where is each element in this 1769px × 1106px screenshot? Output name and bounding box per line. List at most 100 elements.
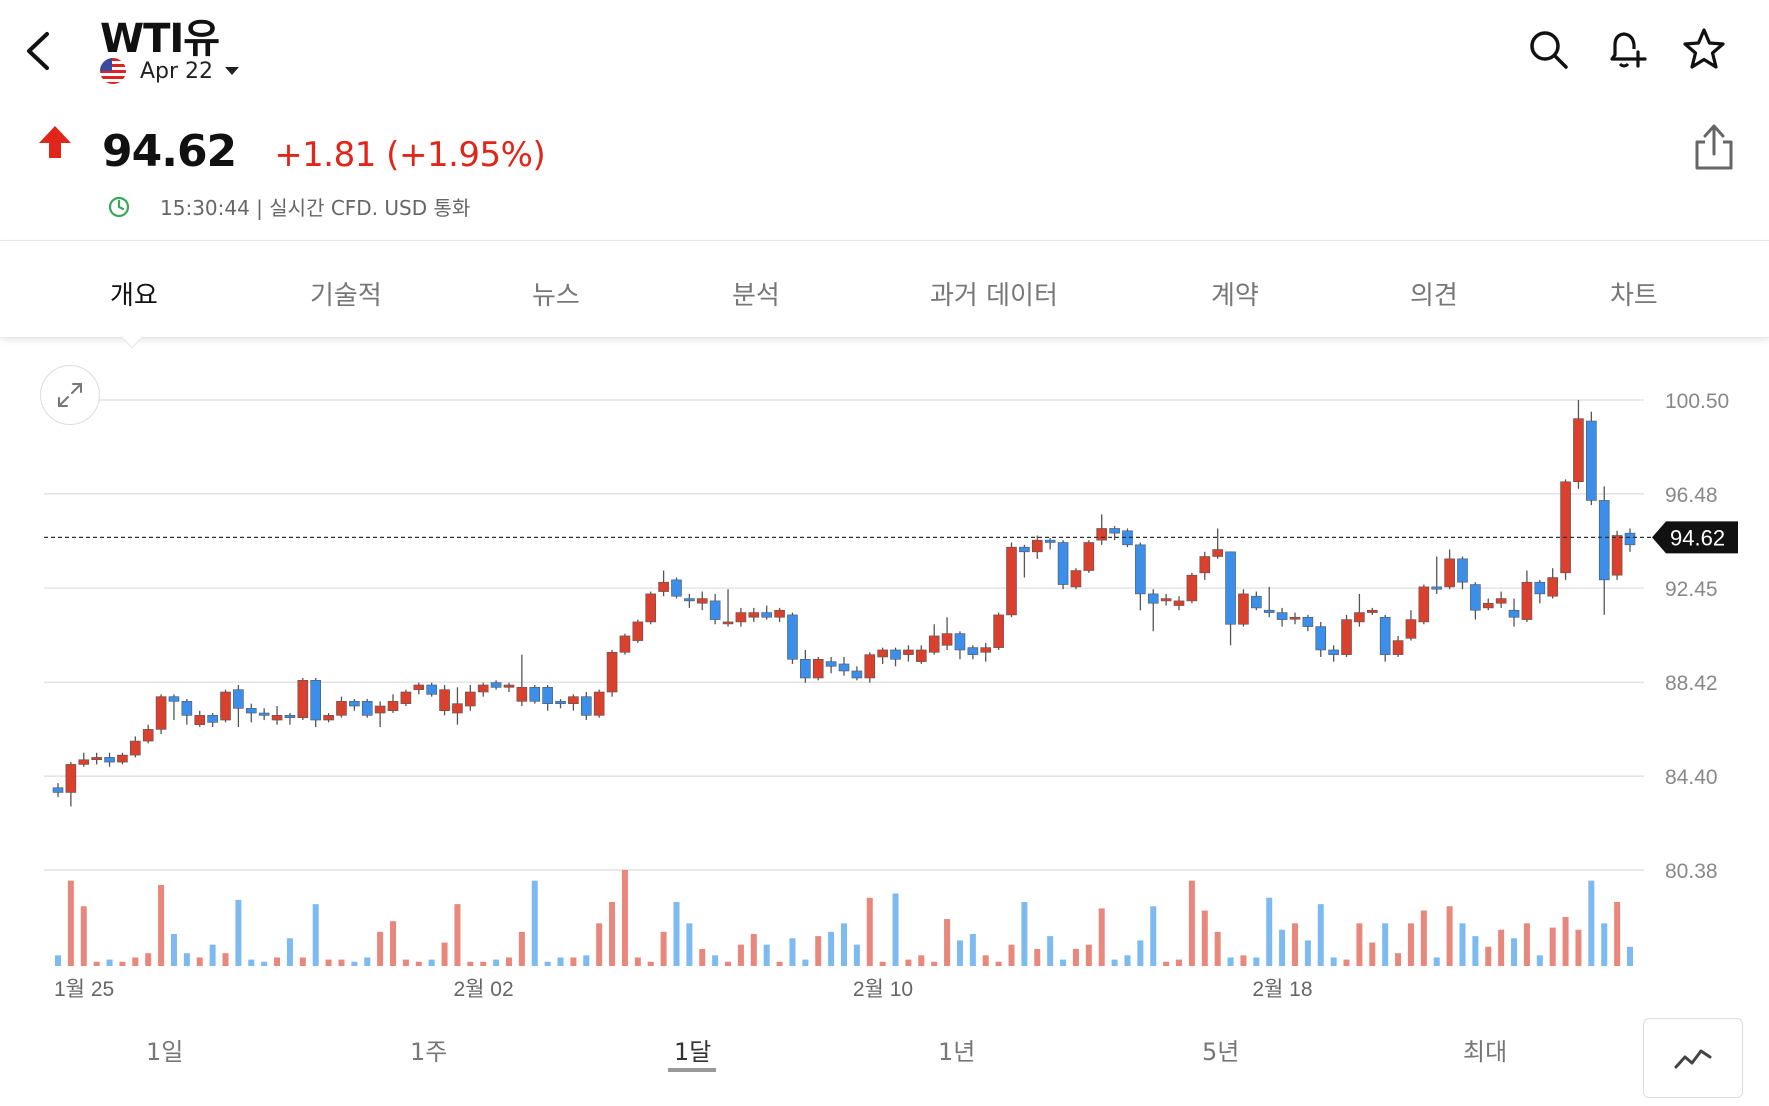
candle (477, 684, 489, 693)
volume-bar (402, 959, 409, 966)
volume-bar (596, 923, 603, 966)
volume-bar (1459, 923, 1466, 966)
candle (1276, 612, 1288, 620)
candle (1457, 558, 1468, 583)
candle (310, 680, 322, 721)
volume-bar (1317, 904, 1324, 966)
tab-chart[interactable]: 차트 (1610, 281, 1658, 311)
volume-bar (1227, 957, 1234, 966)
last-price: 94.62 (102, 126, 237, 177)
candle (349, 701, 360, 707)
candle (181, 701, 193, 716)
candle (400, 691, 412, 704)
candle (916, 649, 927, 662)
star-icon[interactable] (1681, 26, 1727, 72)
volume-bar (1511, 938, 1518, 966)
candle (78, 759, 90, 765)
tab-contracts[interactable]: 계약 (1211, 281, 1259, 311)
candle (1328, 649, 1339, 655)
candle (1405, 619, 1417, 639)
candle (735, 612, 747, 623)
candle (1135, 544, 1146, 595)
volume-bar (1614, 902, 1621, 966)
volume-bar (1188, 880, 1195, 966)
volume-bar (1369, 942, 1376, 966)
candle (1547, 577, 1558, 597)
candle (439, 689, 450, 711)
volume-bar (853, 944, 860, 966)
tab-technical[interactable]: 기술적 (310, 281, 382, 311)
candle (1251, 595, 1262, 609)
volume-bar (325, 959, 332, 966)
volume-bar (1047, 936, 1054, 966)
candle (555, 701, 566, 704)
range-5y[interactable]: 5년 (1202, 1038, 1240, 1066)
candle (671, 579, 682, 597)
volume-bar (299, 957, 306, 966)
volume-bar (158, 884, 165, 966)
search-icon[interactable] (1525, 26, 1571, 72)
volume-bar (776, 961, 783, 966)
expand-icon[interactable] (40, 365, 100, 425)
candle (980, 647, 992, 653)
range-1y[interactable]: 1년 (938, 1038, 976, 1066)
volume-bar (866, 897, 873, 966)
candle (1392, 640, 1404, 655)
volume-bar (1176, 959, 1183, 966)
tab-analysis[interactable]: 분석 (732, 281, 780, 311)
x-tick-label: 2월 18 (1252, 978, 1312, 1000)
candle (452, 703, 463, 714)
candle (194, 715, 206, 726)
volume-bar (750, 934, 757, 966)
range-max[interactable]: 최대 (1463, 1038, 1508, 1066)
volume-bar (1472, 936, 1479, 966)
share-icon[interactable] (1691, 122, 1737, 172)
volume-bar (969, 934, 976, 966)
contract-selector[interactable]: Apr 22 (100, 58, 240, 84)
line-chart-icon[interactable] (1643, 1018, 1743, 1098)
volume-bar (1304, 940, 1311, 966)
candle (426, 684, 437, 695)
candle (658, 581, 669, 592)
tab-opinion[interactable]: 의견 (1410, 281, 1458, 311)
volume-bar (67, 880, 74, 966)
chevron-down-icon (225, 67, 240, 75)
volume-bar (1137, 940, 1144, 966)
volume-bar (1420, 910, 1427, 966)
volume-bar (1433, 957, 1440, 966)
volume-bar (1523, 923, 1530, 966)
volume-bar (106, 959, 113, 966)
candle (593, 691, 605, 716)
volume-bar (892, 893, 899, 966)
volume-bar (493, 959, 500, 966)
volume-bar (905, 959, 912, 966)
tab-news[interactable]: 뉴스 (532, 281, 580, 311)
volume-bar (956, 940, 963, 966)
volume-bar (1124, 955, 1131, 966)
candle (91, 757, 102, 761)
price-chart[interactable]: 100.50 96.48 92.45 88.42 84.40 80.38 94.62 1월 2… (0, 340, 1769, 1000)
volume-bar (1266, 897, 1273, 966)
bell-plus-icon[interactable] (1603, 26, 1649, 72)
volume-bar (944, 919, 951, 966)
candle (774, 609, 785, 618)
volume-bar (377, 931, 384, 966)
volume-bar (248, 959, 255, 966)
candle (1070, 570, 1082, 588)
volume-bar (634, 957, 641, 966)
volume-bar (145, 953, 152, 966)
range-1m[interactable]: 1달 (674, 1038, 712, 1066)
us-flag-icon (100, 58, 126, 84)
tab-overview[interactable]: 개요 (110, 281, 158, 311)
range-1w[interactable]: 1주 (410, 1038, 448, 1066)
volume-bar (557, 957, 564, 966)
tab-historical-data[interactable]: 과거 데이터 (930, 281, 1058, 311)
volume-bar (737, 944, 744, 966)
volume-bar (531, 880, 538, 966)
candle (1173, 600, 1185, 606)
candle (142, 729, 154, 742)
range-1d[interactable]: 1일 (146, 1038, 184, 1066)
volume-bar (209, 944, 216, 966)
back-icon[interactable] (18, 28, 58, 74)
volume-bar (570, 957, 577, 966)
